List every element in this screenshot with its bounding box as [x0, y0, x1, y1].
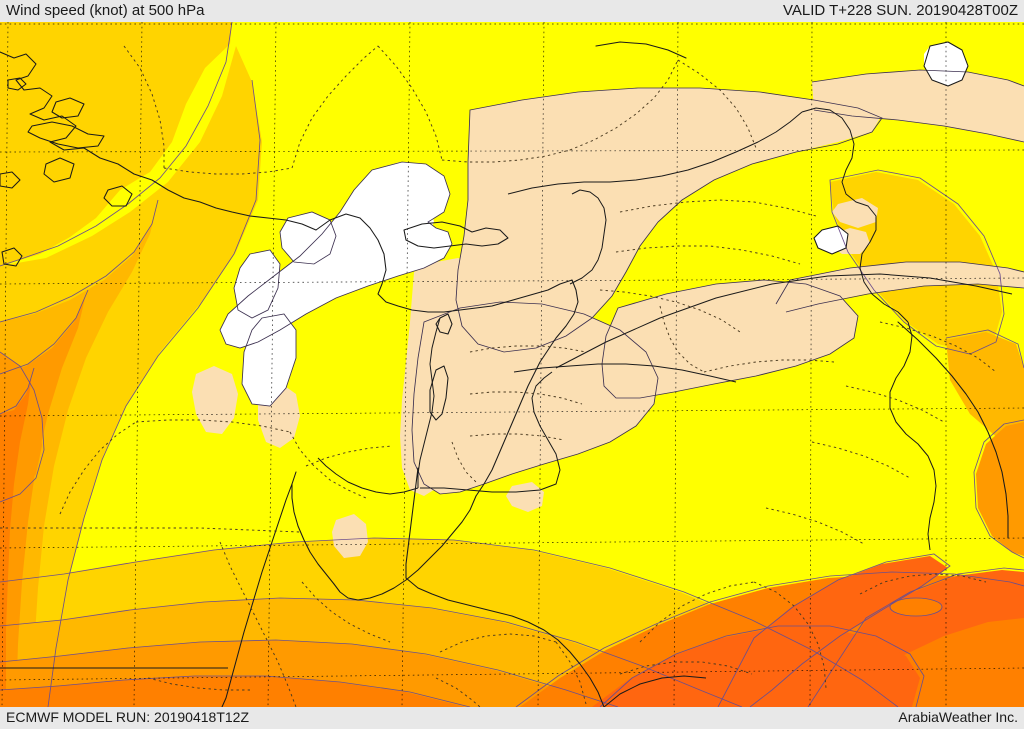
valid-time-label: VALID T+228 SUN. 20190428T00Z: [782, 2, 1018, 19]
band-red-orange-core: [890, 598, 942, 616]
coastline-turkey-south: [315, 213, 573, 313]
contour-line: [515, 571, 1024, 707]
contour-line: [0, 597, 743, 707]
border-syria-lebanon: [569, 189, 607, 285]
band-pale-mini-5: [520, 298, 554, 332]
coastline-island-b: [43, 157, 75, 183]
wind-speed-map[interactable]: [0, 22, 1024, 707]
contour-line: [889, 597, 943, 617]
border-egypt-israel: [317, 457, 419, 495]
contour-line: [0, 367, 35, 415]
band-red-orange-3: [592, 628, 920, 707]
coastline-gulf-islands: [813, 225, 849, 255]
border-iraq-saudi: [555, 273, 1013, 369]
coastline-arabian-gulf: [897, 321, 1009, 539]
border-turkey-syria: [507, 111, 803, 195]
contour-line: [0, 199, 159, 323]
contour-line: [829, 169, 1005, 355]
contour-line: [0, 537, 899, 707]
band-white-ne: [924, 42, 968, 86]
credit-label: ArabiaWeather Inc.: [898, 709, 1018, 725]
coastline-rhodes: [103, 185, 133, 207]
border-jordan-saudi: [420, 371, 561, 493]
map-svg: [0, 22, 1024, 707]
band-white-blob-4: [388, 194, 434, 244]
coastline-dead-sea: [429, 365, 449, 421]
contour-line: [219, 161, 453, 349]
band-white-blob-1: [280, 212, 336, 264]
coastline-lake-tiberias: [435, 313, 453, 335]
contour-line: [601, 279, 859, 399]
coastline-aegean: [0, 51, 317, 231]
internal-borders: [0, 45, 997, 707]
band-amber: [0, 202, 158, 707]
contour-line: [813, 109, 1024, 143]
band-gold: [0, 22, 232, 266]
band-white-blob-2: [234, 250, 280, 318]
coastline-red-sea-west: [221, 483, 293, 707]
contour-line: [811, 69, 1024, 87]
coastline-sinai: [333, 495, 477, 601]
coastline-red-sea-east: [405, 577, 605, 707]
band-white-ne-2: [814, 226, 848, 254]
band-pale-syria-iraq: [456, 88, 880, 352]
contour-line: [0, 289, 89, 375]
header-bar: Wind speed (knot) at 500 hPa VALID T+228…: [0, 0, 1024, 22]
contour-line: [233, 249, 281, 319]
contour-line: [0, 639, 619, 707]
contour-line: [0, 22, 233, 267]
border-syria-jordan-iraq: [513, 363, 737, 383]
border-israel-jordan: [417, 317, 441, 488]
border-turkey-iraq-iran: [801, 107, 909, 323]
model-run-label: ECMWF MODEL RUN: 20190418T12Z: [6, 709, 249, 725]
coastline-cyprus: [403, 221, 509, 249]
contour-line: [279, 211, 337, 265]
contour-line: [945, 329, 1024, 369]
contour-line: [775, 261, 1024, 305]
coastline-gulf-aqaba: [405, 467, 419, 579]
contour-line: [807, 567, 1024, 707]
contour-line: [47, 79, 261, 707]
border-saudi-yemen: [603, 675, 707, 707]
footer-bar: ECMWF MODEL RUN: 20190418T12Z ArabiaWeat…: [0, 707, 1024, 729]
contour-line: [599, 625, 925, 707]
contour-line: [973, 419, 1024, 559]
contour-line: [411, 301, 659, 495]
contour-line: [0, 675, 471, 707]
band-pale-ne-strip: [812, 70, 1024, 142]
contour-line: [785, 283, 1024, 313]
band-pale-thin-streak: [776, 262, 1024, 312]
coastline-levant: [475, 279, 579, 497]
band-pale-mini-2: [192, 366, 238, 434]
band-deep-orange: [0, 374, 32, 707]
coastline-crete: [27, 121, 105, 149]
coastline-island-d: [1, 247, 23, 267]
band-gold-2: [0, 46, 262, 707]
band-orange-4: [976, 422, 1024, 556]
coastline-greek-islands: [51, 97, 85, 119]
band-amber-3: [946, 332, 1024, 452]
contour-line: [455, 87, 883, 353]
contour-line: [241, 313, 297, 407]
coastline-black-sea-sliver: [595, 41, 687, 59]
coastline-caspian-sw: [923, 41, 969, 87]
border-iran-west: [889, 321, 937, 551]
coastline-gulf-suez: [291, 471, 335, 585]
coastline-island-c: [0, 171, 21, 189]
page-title: Wind speed (knot) at 500 hPa: [6, 2, 205, 19]
band-pale-jordan: [412, 302, 658, 494]
contour-line: [0, 351, 45, 503]
band-pale-mini-4: [332, 514, 368, 558]
band-white-blob-3: [242, 314, 296, 406]
coastline-island-a: [7, 77, 27, 91]
band-deep-orange-2: [0, 676, 466, 707]
band-pale-mini-6: [506, 482, 544, 512]
